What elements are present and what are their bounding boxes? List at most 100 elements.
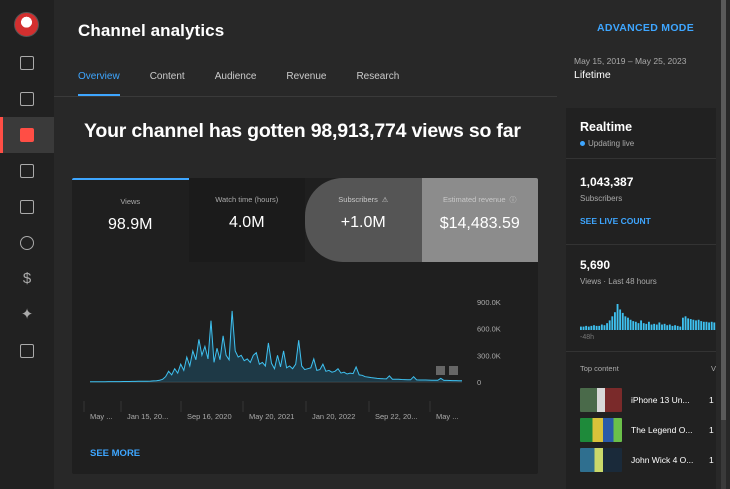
metric-views[interactable]: Views 98.9M (72, 178, 189, 262)
tab-audience[interactable]: Audience (214, 71, 257, 82)
customization-icon[interactable]: ✦ (20, 306, 34, 323)
tab-overview[interactable]: Overview (78, 71, 120, 96)
mini-bar (619, 309, 622, 330)
channel-avatar[interactable] (14, 12, 39, 37)
subtitles-icon[interactable] (0, 189, 54, 225)
views-headline: Your channel has gotten 98,913,774 views… (84, 120, 521, 142)
mini-bar (689, 319, 692, 330)
mini-bar (658, 322, 661, 330)
comments-icon[interactable] (0, 153, 54, 189)
realtime-subscribers-label: Subscribers (580, 194, 623, 203)
mini-bar (708, 322, 710, 330)
mini-bar (632, 321, 635, 330)
tab-revenue[interactable]: Revenue (286, 71, 327, 82)
mini-bar (642, 323, 645, 330)
x-tick-label: Sep 22, 20... (375, 412, 418, 421)
mini-bar (713, 322, 716, 330)
mini-bar (585, 325, 588, 330)
video-views: 1 (709, 425, 714, 435)
copyright-icon[interactable] (0, 225, 54, 261)
metric-label: Estimated revenue (442, 195, 506, 204)
top-content-label: Top content (580, 364, 619, 373)
top-content-row[interactable]: John Wick 4 O... 1 (580, 447, 716, 473)
y-tick-label: 900.0K (477, 298, 501, 307)
date-range-label[interactable]: Lifetime (574, 69, 611, 81)
mini-bar (697, 319, 700, 330)
mini-bar (687, 318, 690, 330)
scrollbar-thumb[interactable] (721, 0, 726, 420)
mini-bar (593, 325, 595, 330)
dashboard-icon[interactable] (0, 45, 54, 81)
x-tick-label: Jan 15, 20... (127, 412, 168, 421)
mini-bar (674, 325, 676, 330)
metric-tabs: Views 98.9M Watch time (hours) 4.0M Subs… (72, 178, 538, 262)
top-content-row[interactable]: iPhone 13 Un... 1 (580, 387, 716, 413)
chart-zoom-out-icon[interactable] (436, 366, 445, 375)
divider (566, 351, 716, 352)
mini-bar (603, 325, 606, 330)
mini-bar (705, 321, 708, 330)
mini-bar (655, 324, 658, 330)
mini-bar (611, 316, 614, 330)
video-views: 1 (709, 395, 714, 405)
chart-zoom-in-icon[interactable] (449, 366, 458, 375)
analytics-icon[interactable] (0, 117, 54, 153)
mini-bar (648, 321, 650, 330)
overview-card: Views 98.9M Watch time (hours) 4.0M Subs… (72, 178, 538, 474)
views-area (90, 310, 462, 382)
tab-content[interactable]: Content (149, 71, 185, 82)
mini-bar (692, 319, 695, 330)
video-title: John Wick 4 O... (631, 455, 694, 465)
y-tick-label: 300.0K (477, 351, 501, 360)
see-more-link[interactable]: SEE MORE (90, 448, 141, 459)
metric-revenue[interactable]: Estimated revenue ⓘ $14,483.59 (421, 178, 538, 262)
metric-value: +1.0M (340, 214, 386, 231)
y-tick-label: 0 (477, 378, 481, 387)
mini-bar (663, 323, 666, 330)
top-content-column-header: V (710, 364, 716, 373)
metric-value: 98.9M (108, 216, 153, 233)
mini-bar (700, 321, 703, 330)
date-range[interactable]: May 15, 2019 – May 25, 2023 (574, 56, 687, 66)
metric-value: $14,483.59 (439, 215, 520, 232)
page-title: Channel analytics (78, 21, 225, 40)
mini-bar (710, 321, 713, 330)
earn-icon[interactable]: $ (22, 270, 32, 287)
mini-bar (629, 319, 632, 330)
video-title: iPhone 13 Un... (631, 395, 690, 405)
realtime-mini-bar-chart[interactable] (580, 302, 716, 330)
x-tick-label: May ... (90, 412, 113, 421)
mini-bar (702, 321, 705, 330)
top-content-row[interactable]: The Legend O... 1 (580, 417, 716, 443)
mini-bar (653, 323, 656, 330)
mini-bar (608, 320, 611, 330)
mini-bar (614, 312, 616, 330)
views-line-chart[interactable]: 900.0K 600.0K 300.0K 0 May ... Jan 15, 20...… (72, 262, 538, 474)
metric-subscribers[interactable]: Subscribers ⚠ +1.0M (305, 178, 422, 262)
mini-bar (590, 325, 593, 330)
mini-bar (627, 317, 629, 330)
x-axis: May ... Jan 15, 20... Sep 16, 2020 May 20, … (83, 401, 459, 421)
advanced-mode-button[interactable]: ADVANCED MODE (596, 22, 694, 34)
mini-bar (637, 323, 640, 330)
live-dot-icon (580, 141, 585, 147)
tab-research[interactable]: Research (356, 71, 400, 82)
video-thumbnail (580, 388, 622, 412)
mini-bar (580, 326, 582, 330)
mini-bar (621, 312, 624, 330)
mini-bar (587, 326, 590, 330)
metric-value: 4.0M (228, 214, 265, 231)
metric-label: Views (120, 197, 141, 206)
audio-library-icon[interactable] (0, 333, 54, 369)
content-icon[interactable] (0, 81, 54, 117)
mini-bar (682, 317, 684, 330)
video-title: The Legend O... (631, 425, 693, 435)
mini-bar (679, 326, 682, 330)
see-live-count-link[interactable]: SEE LIVE COUNT (580, 216, 651, 226)
x-tick-label: May ... (436, 412, 459, 421)
metric-label: Subscribers (338, 195, 378, 204)
realtime-views-value: 5,690 (580, 258, 611, 272)
mini-bar (582, 326, 585, 330)
video-thumbnail (580, 418, 622, 442)
metric-watch-time[interactable]: Watch time (hours) 4.0M (188, 178, 305, 262)
